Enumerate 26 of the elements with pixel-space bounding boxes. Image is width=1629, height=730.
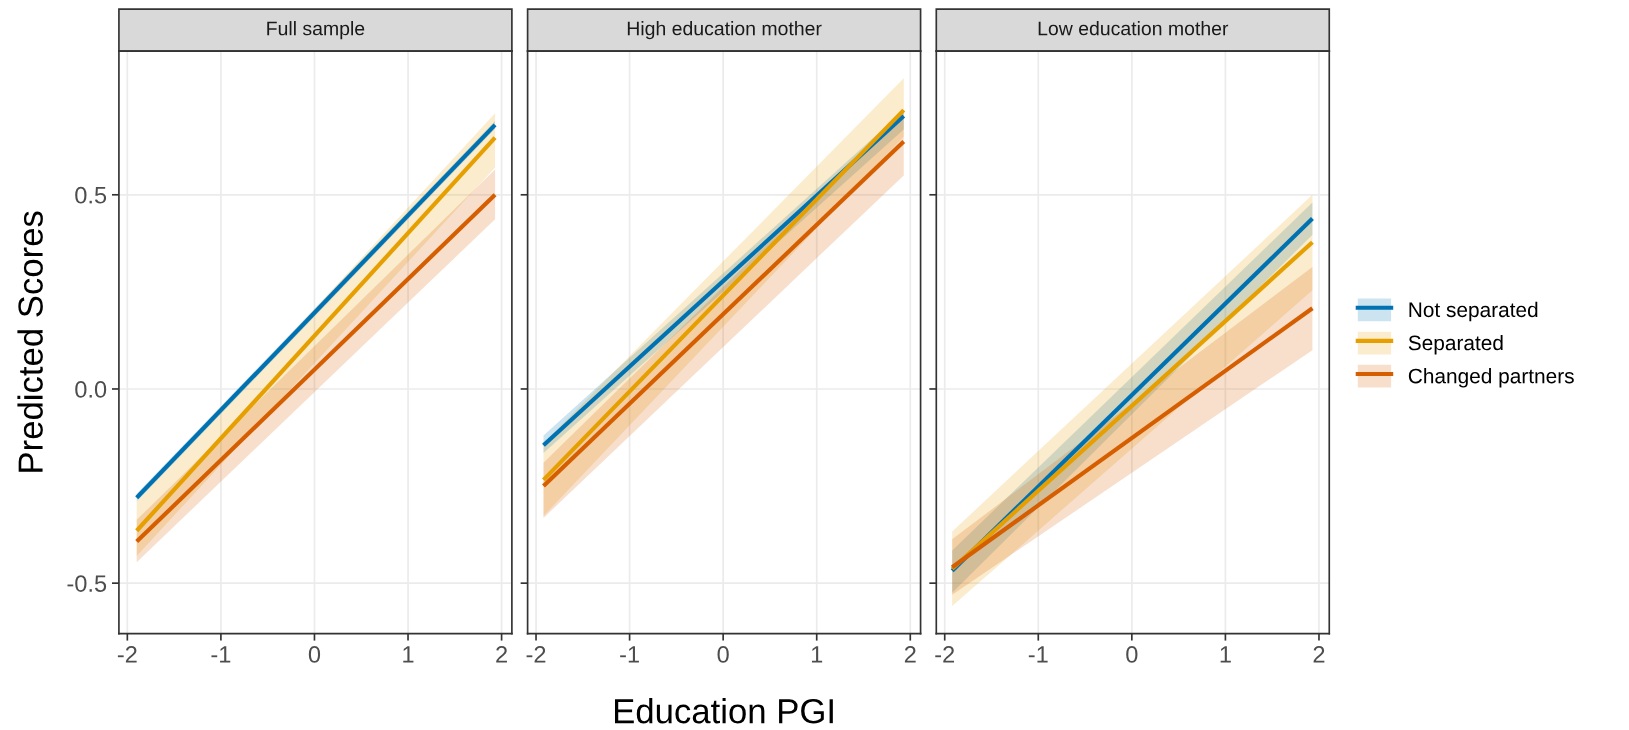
x-tick-label: 0 [1126, 646, 1138, 663]
legend-label: Changed partners [1408, 368, 1574, 388]
x-tick-label: -2 [117, 646, 137, 663]
x-tick-label: -1 [1028, 646, 1048, 663]
y-tick-label: 0.0 [75, 381, 107, 398]
x-tick-label: -2 [935, 646, 955, 663]
y-tick-label: 0.5 [75, 186, 107, 204]
x-tick-label: 1 [1220, 646, 1231, 663]
x-tick-label: 1 [811, 646, 823, 663]
legend-label: Separated [1408, 334, 1503, 355]
x-tick-label: 0 [308, 646, 321, 663]
x-axis-title: Education PGI [614, 698, 833, 724]
x-tick-label: -2 [526, 646, 546, 663]
chart-title: Full sample [267, 21, 365, 40]
x-tick-label: 2 [904, 646, 916, 663]
legend-label: Not separated [1409, 301, 1538, 322]
chart-title: High education mother [627, 21, 822, 40]
y-axis-title: Predicted Scores [17, 211, 43, 472]
y-tick-label: -0.5 [67, 575, 107, 592]
x-tick-label: 0 [717, 646, 729, 663]
x-tick-label: -1 [620, 646, 639, 663]
x-tick-label: 1 [403, 646, 414, 663]
x-tick-label: 2 [1313, 646, 1325, 663]
x-tick-label: -1 [211, 646, 231, 663]
x-tick-label: 2 [496, 646, 507, 663]
chart-title: Low education mother [1038, 21, 1229, 36]
